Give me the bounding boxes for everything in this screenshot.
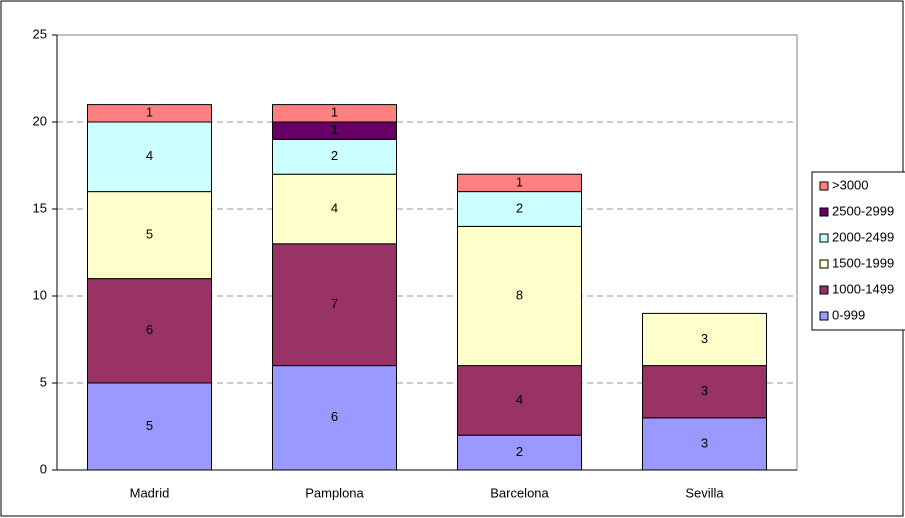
y-tick-label: 25 — [33, 26, 47, 41]
legend-label: >3000 — [832, 177, 869, 192]
legend-swatch — [819, 233, 829, 243]
data-label: 1 — [331, 122, 338, 137]
data-label: 4 — [146, 148, 153, 163]
y-tick-label: 10 — [33, 287, 47, 302]
data-label: 3 — [701, 383, 708, 398]
y-tick-label: 0 — [40, 461, 47, 476]
data-label: 6 — [331, 409, 338, 424]
legend-swatch — [819, 207, 829, 217]
data-label: 5 — [146, 418, 153, 433]
y-tick-label: 5 — [40, 374, 47, 389]
bar-segment — [87, 191, 212, 280]
legend-label: 2500-2999 — [832, 203, 894, 218]
legend-label: 2000-2499 — [832, 229, 894, 244]
bar-segment — [642, 417, 767, 471]
bar-segment — [87, 382, 212, 471]
y-tick-label: 20 — [33, 113, 47, 128]
legend-swatch — [819, 311, 829, 321]
data-label: 1 — [516, 174, 523, 189]
bar-segment — [87, 278, 212, 384]
legend-box — [811, 171, 905, 331]
bar-segment — [642, 312, 767, 367]
legend-swatch — [819, 259, 829, 269]
data-label: 3 — [701, 331, 708, 346]
data-label: 3 — [701, 435, 708, 450]
x-tick-label: Barcelona — [490, 485, 549, 500]
legend-label: 0-999 — [832, 307, 865, 322]
bar-segment — [87, 104, 212, 123]
data-label: 6 — [146, 322, 153, 337]
bar-segment — [457, 173, 582, 193]
bar-segment — [272, 173, 397, 245]
bar-segment — [87, 121, 212, 193]
data-label: 1 — [331, 105, 338, 120]
bar-segment — [457, 191, 582, 227]
data-label: 1 — [146, 105, 153, 120]
legend-swatch — [819, 285, 829, 295]
bar-segment — [642, 365, 767, 419]
bar-segment — [457, 225, 582, 367]
legend-label: 1500-1999 — [832, 255, 894, 270]
x-tick-label: Pamplona — [305, 485, 364, 500]
x-tick-label: Sevilla — [685, 485, 724, 500]
bar-segment — [272, 243, 397, 367]
data-label: 7 — [331, 296, 338, 311]
legend-swatch — [819, 181, 829, 191]
bar-segment — [272, 138, 397, 175]
bar-segment — [272, 365, 397, 471]
data-label: 4 — [516, 392, 523, 407]
data-label: 2 — [331, 148, 338, 163]
data-label: 5 — [146, 227, 153, 242]
bar-segment — [457, 434, 582, 471]
data-label: 4 — [331, 200, 338, 215]
data-label: 8 — [516, 287, 523, 302]
bar-segment — [272, 104, 397, 123]
y-tick-label: 15 — [33, 200, 47, 215]
data-label: 2 — [516, 444, 523, 459]
legend-label: 1000-1499 — [832, 281, 894, 296]
data-label: 2 — [516, 200, 523, 215]
x-tick-label: Madrid — [130, 485, 170, 500]
